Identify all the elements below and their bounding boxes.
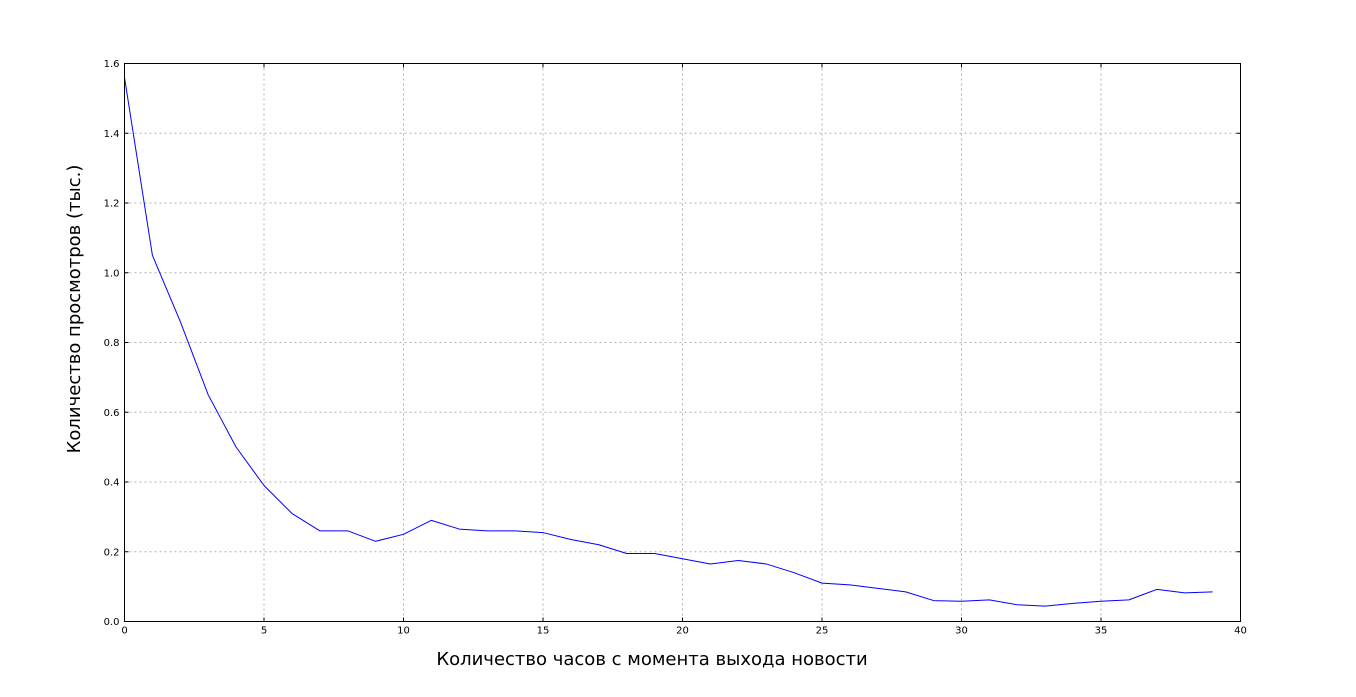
y-axis-title: Количество просмотров (тыс.)	[64, 165, 85, 454]
y-tick-label: 1.2	[104, 199, 120, 210]
x-tick-label: 20	[676, 626, 689, 637]
x-tick-label: 35	[1095, 626, 1108, 637]
series-layer	[124, 77, 1213, 607]
y-tick-label: 1.6	[104, 59, 120, 70]
x-tick-label: 5	[261, 626, 267, 637]
x-tick-label: 30	[955, 626, 968, 637]
x-tick-label: 25	[816, 626, 829, 637]
y-tick-label: 1.4	[104, 129, 120, 140]
y-tick-label: 0.4	[104, 478, 120, 489]
y-tick-label: 1.0	[104, 268, 120, 279]
x-tick-label: 15	[537, 626, 550, 637]
plot-frame	[124, 63, 1241, 622]
x-tick-label: 0	[121, 626, 127, 637]
x-tick-label: 40	[1234, 626, 1247, 637]
x-axis-title: Количество часов с момента выхода новост…	[436, 649, 867, 670]
x-tick-label: 10	[397, 626, 410, 637]
y-tick-label: 0.8	[104, 338, 120, 349]
series-line	[124, 77, 1213, 607]
grid	[124, 63, 1241, 622]
axis-ticks: 0 5 10 15 20 25 30 35 40 0.0 0.2 0.4 0.6 0.8 1.0 1.2 1.4…	[104, 59, 1247, 637]
y-tick-label: 0.0	[104, 617, 120, 628]
y-tick-label: 0.6	[104, 408, 120, 419]
y-tick-label: 0.2	[104, 547, 120, 558]
